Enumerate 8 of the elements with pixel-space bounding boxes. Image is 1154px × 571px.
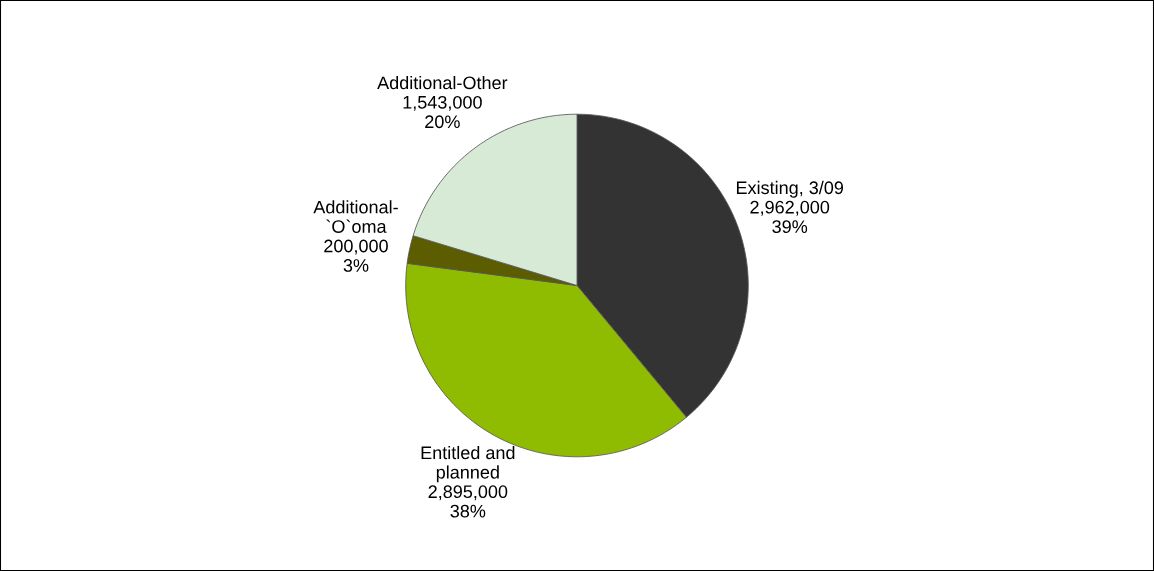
data-label: 1,543,000 20% xyxy=(403,95,482,129)
slice-label: Existing, 3/09 xyxy=(736,180,844,198)
slice-label: Additional- `O`oma xyxy=(313,200,398,233)
data-label: 2,895,000 38% xyxy=(428,485,508,518)
data-label: 200,000 3% xyxy=(324,239,388,272)
data-label: 2,962,000 39% xyxy=(750,200,830,234)
slice-label: Additional-Other xyxy=(377,75,508,90)
slice-label: Entitled and planned xyxy=(421,445,515,483)
